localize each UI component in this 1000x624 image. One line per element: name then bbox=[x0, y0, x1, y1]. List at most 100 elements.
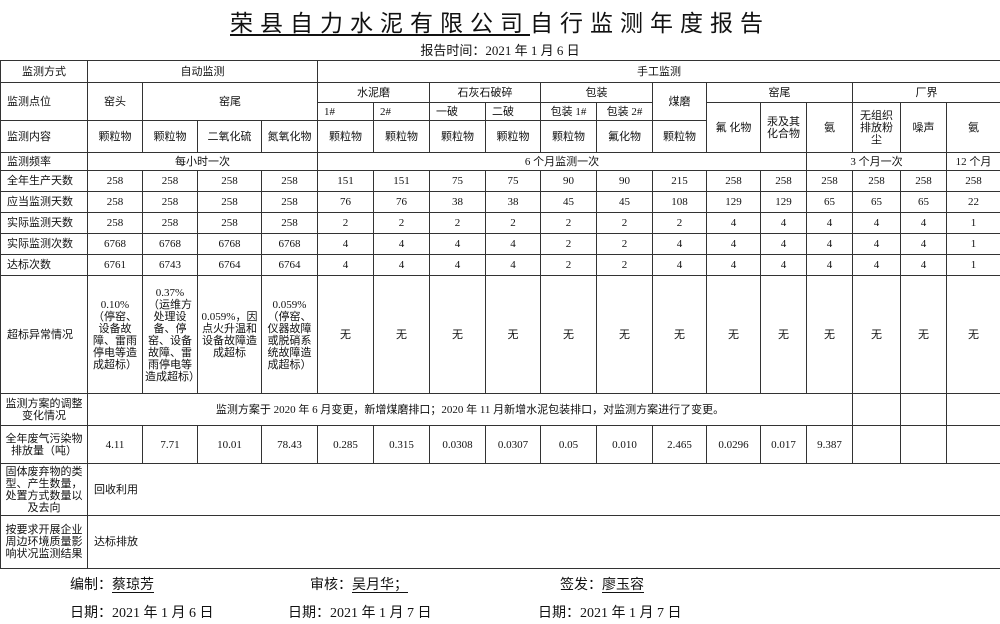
value-cell: 4 bbox=[652, 254, 707, 276]
emissions-cell: 0.285 bbox=[317, 425, 374, 464]
environment-label: 按要求开展企业周边环境质量影响状况监测结果 bbox=[0, 515, 88, 569]
content-label: 监测内容 bbox=[0, 120, 88, 153]
content-noise: 噪声 bbox=[900, 102, 947, 153]
plan-change-label: 监测方案的调整变化情况 bbox=[0, 393, 88, 426]
value-cell: 215 bbox=[652, 170, 707, 192]
packing: 包装 bbox=[540, 82, 653, 103]
value-cell: 258 bbox=[261, 170, 318, 192]
value-cell: 258 bbox=[852, 170, 901, 192]
emissions-cell: 78.43 bbox=[261, 425, 318, 464]
emissions-cell: 0.017 bbox=[760, 425, 807, 464]
anomaly-row: 超标异常情况 0.10%（停窑、设备故障、雷雨停电等造成超标） 0.37%（运维方处… bbox=[0, 275, 1000, 394]
emissions-cell: 0.0308 bbox=[429, 425, 486, 464]
value-cell: 76 bbox=[373, 191, 430, 213]
content-ammonia-2: 氨 bbox=[945, 102, 1000, 153]
pack-2: 包装 2# bbox=[596, 102, 653, 121]
value-cell: 151 bbox=[317, 170, 374, 192]
value-cell: 22 bbox=[945, 191, 1000, 213]
value-cell: 45 bbox=[540, 191, 597, 213]
value-cell: 258 bbox=[87, 212, 143, 234]
value-cell: 4 bbox=[429, 233, 486, 255]
freq-6m: 6 个月监测一次 bbox=[317, 152, 807, 171]
value-cell: 258 bbox=[760, 170, 807, 192]
value-cell: 6768 bbox=[87, 233, 143, 255]
value-cell: 90 bbox=[596, 170, 653, 192]
emissions-cell: 0.010 bbox=[596, 425, 653, 464]
reviewed-name: 吴月华； bbox=[352, 578, 408, 593]
emissions-cell bbox=[852, 425, 901, 464]
value-cell: 4 bbox=[852, 233, 901, 255]
value-cell: 4 bbox=[652, 233, 707, 255]
table-row: 全年生产天数 258 258 258 258 151 151 75 75 90 90 215 258 25… bbox=[0, 170, 1000, 192]
content-cell: 颗粒物 bbox=[373, 120, 430, 153]
value-cell: 4 bbox=[317, 233, 374, 255]
value-cell: 258 bbox=[261, 191, 318, 213]
freq-3m: 3 个月一次 bbox=[806, 152, 947, 171]
value-cell: 65 bbox=[852, 191, 901, 213]
value-cell: 4 bbox=[706, 212, 761, 234]
compiled-by: 编制：蔡琼芳 bbox=[70, 574, 197, 594]
emissions-cell: 7.71 bbox=[142, 425, 198, 464]
emissions-cell: 0.315 bbox=[373, 425, 430, 464]
value-cell: 6764 bbox=[261, 254, 318, 276]
content-cell: 氮氧化物 bbox=[261, 120, 318, 153]
value-cell: 258 bbox=[806, 170, 853, 192]
emissions-cell: 2.465 bbox=[652, 425, 707, 464]
value-cell: 4 bbox=[485, 254, 541, 276]
empty-cell bbox=[852, 393, 901, 426]
row-label: 应当监测天数 bbox=[0, 191, 88, 213]
value-cell: 129 bbox=[706, 191, 761, 213]
solid-waste-row: 固体废弃物的类型、产生数量，处置方式数量以及去向 回收利用 bbox=[0, 463, 1000, 516]
anomaly-cell: 0.059%（停窑、仪器故障或脱硝系统故障造成超标） bbox=[261, 275, 318, 394]
table-row: 应当监测天数 258 258 258 258 76 76 38 38 45 45 108 129 129 6… bbox=[0, 191, 1000, 213]
value-cell: 65 bbox=[806, 191, 853, 213]
value-cell: 4 bbox=[852, 212, 901, 234]
anomaly-cell: 无 bbox=[429, 275, 486, 394]
company-name: 荣县自力水泥有限公司 bbox=[230, 11, 530, 37]
plan-change-text: 监测方案于 2020 年 6 月变更，新增煤磨排口；2020 年 11 月新增水… bbox=[87, 393, 853, 426]
value-cell: 6768 bbox=[197, 233, 262, 255]
plan-change-row: 监测方案的调整变化情况 监测方案于 2020 年 6 月变更，新增煤磨排口；202… bbox=[0, 393, 1000, 426]
content-cell: 颗粒物 bbox=[540, 120, 597, 153]
content-mercury: 汞及其化合物 bbox=[760, 102, 807, 153]
emissions-cell: 0.0307 bbox=[485, 425, 541, 464]
value-cell: 76 bbox=[317, 191, 374, 213]
title-rest: 自行监测年度报告 bbox=[530, 11, 770, 37]
emissions-label: 全年废气污染物排放量（吨） bbox=[0, 425, 88, 464]
table-row: 实际监测天数 258 258 258 258 2 2 2 2 2 2 2 4 4 4 4 4 1 bbox=[0, 212, 1000, 234]
content-cell: 颗粒物 bbox=[87, 120, 143, 153]
value-cell: 4 bbox=[373, 233, 430, 255]
value-cell: 6743 bbox=[142, 254, 198, 276]
value-cell: 1 bbox=[945, 233, 1000, 255]
value-cell: 2 bbox=[429, 212, 486, 234]
row-label: 达标次数 bbox=[0, 254, 88, 276]
value-cell: 1 bbox=[945, 254, 1000, 276]
date-compiled: 日期：2021 年 1 月 6 日 bbox=[70, 606, 214, 621]
environment-row: 按要求开展企业周边环境质量影响状况监测结果 达标排放 bbox=[0, 515, 1000, 569]
value-cell: 75 bbox=[485, 170, 541, 192]
emissions-cell bbox=[945, 425, 1000, 464]
freq-12m: 12 个月 bbox=[945, 152, 1000, 171]
emissions-cell bbox=[900, 425, 947, 464]
environment-text: 达标排放 bbox=[86, 515, 1000, 569]
value-cell: 129 bbox=[760, 191, 807, 213]
value-cell: 2 bbox=[317, 212, 374, 234]
value-cell: 2 bbox=[596, 254, 653, 276]
coal-mill: 煤磨 bbox=[652, 82, 707, 121]
monitoring-table: 监测方式 自动监测 手工监测 监测点位 窑头 窑尾 水泥磨 石灰石破碎 包装 煤… bbox=[0, 60, 1000, 569]
issued-by: 签发：廖玉容 bbox=[560, 574, 644, 594]
value-cell: 4 bbox=[760, 233, 807, 255]
compiled-name: 蔡琼芳 bbox=[112, 578, 154, 593]
boundary: 厂界 bbox=[851, 82, 1000, 103]
date-issued: 日期：2021 年 1 月 7 日 bbox=[538, 606, 682, 621]
issued-label: 签发： bbox=[560, 578, 602, 593]
anomaly-cell: 无 bbox=[596, 275, 653, 394]
content-cell: 颗粒物 bbox=[142, 120, 198, 153]
value-cell: 4 bbox=[760, 212, 807, 234]
value-cell: 4 bbox=[706, 233, 761, 255]
anomaly-cell: 0.059%，因点火升温和设备故障造成超标 bbox=[197, 275, 262, 394]
report-title: 荣县自力水泥有限公司自行监测年度报告 bbox=[0, 4, 1000, 38]
crusher: 石灰石破碎 bbox=[429, 82, 541, 103]
auto-monitoring: 自动监测 bbox=[87, 60, 318, 83]
value-cell: 2 bbox=[596, 212, 653, 234]
